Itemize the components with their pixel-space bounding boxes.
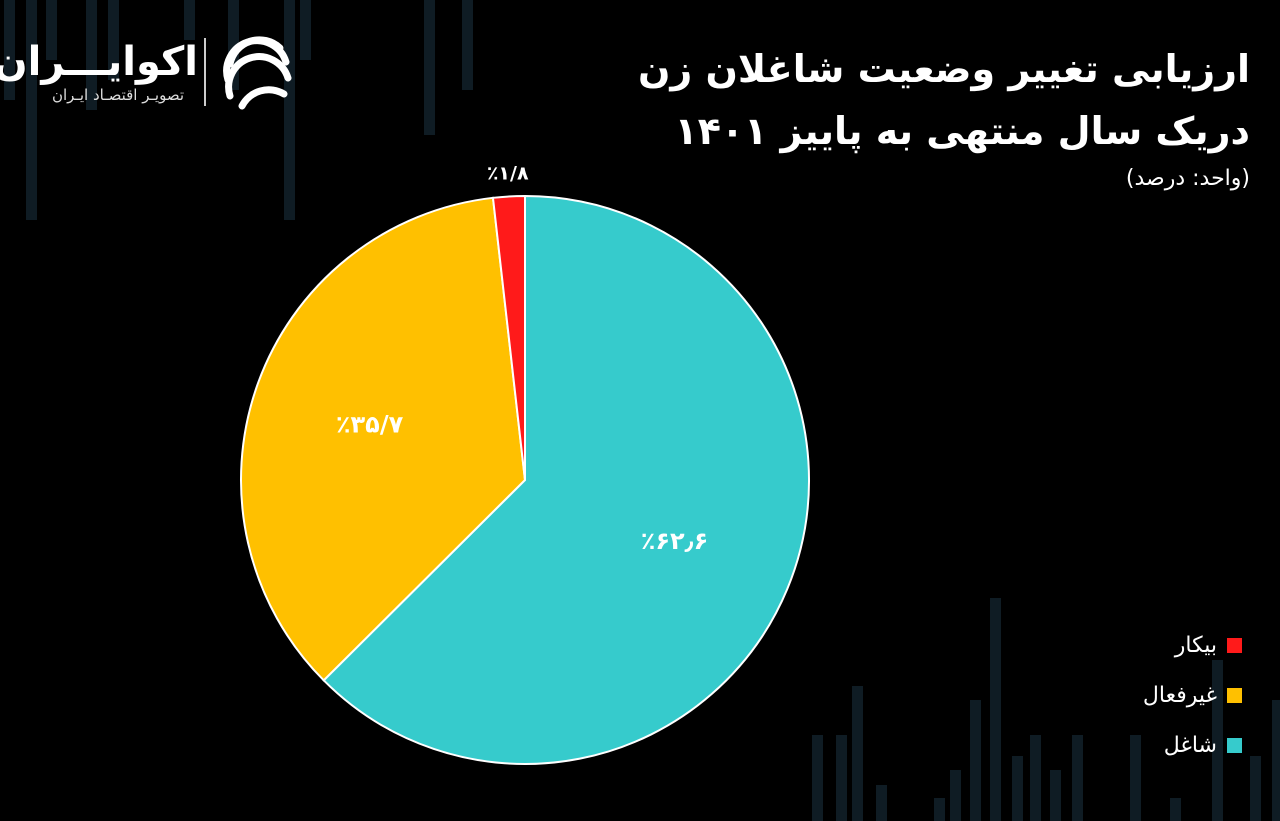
- chart-title: ارزیابی تغییر وضعیت شاغلان زن دریک سال م…: [490, 38, 1250, 162]
- pie-slice-1: [240, 196, 527, 682]
- background-bar-16: [950, 770, 961, 821]
- background-bar-10: [462, 0, 473, 90]
- background-bar-19: [1012, 756, 1023, 821]
- background-bar-7: [284, 0, 295, 220]
- background-bar-25: [1212, 660, 1223, 821]
- pie-slice-0: [322, 194, 811, 765]
- background-bar-26: [1250, 756, 1261, 821]
- legend-label-inactive: غیرفعال: [1142, 682, 1217, 708]
- background-bar-12: [836, 735, 847, 821]
- chart-title-line-1: ارزیابی تغییر وضعیت شاغلان زن: [637, 47, 1250, 91]
- unit-note: (واحد: درصد): [1125, 166, 1250, 191]
- background-bar-21: [1050, 770, 1061, 821]
- background-bar-13: [852, 686, 863, 821]
- legend-label-employed: شاغل: [1163, 732, 1217, 758]
- background-bar-6: [228, 0, 239, 90]
- background-bar-17: [970, 700, 981, 821]
- background-bar-20: [1030, 735, 1041, 821]
- background-bar-1: [26, 0, 37, 220]
- legend-item-inactive: غیرفعال: [1042, 670, 1242, 720]
- background-bar-22: [1072, 735, 1083, 821]
- pie-slice-2: [491, 194, 526, 481]
- legend-swatch-inactive: [1227, 687, 1242, 703]
- brand-logo: اکوایـــران تصویـر اقتصـاد ایـران: [0, 34, 306, 114]
- background-bar-27: [1272, 700, 1280, 821]
- background-bar-3: [86, 0, 97, 110]
- background-bar-15: [934, 798, 945, 821]
- pie-data-label-2: ٪۱/۸: [487, 162, 529, 184]
- legend-swatch-unemployed: [1227, 637, 1242, 653]
- background-bar-8: [300, 0, 311, 60]
- brand-name: اکوایـــران: [0, 39, 198, 85]
- stacked-arc-logo-icon: [223, 36, 292, 110]
- legend-label-unemployed: بیکار: [1174, 632, 1217, 658]
- background-bar-23: [1130, 735, 1141, 821]
- background-bar-2: [46, 0, 57, 60]
- background-bar-5: [184, 0, 195, 40]
- chart-legend: بیکار غیرفعال شاغل: [1042, 620, 1242, 770]
- pie-data-label-0: ٪۶۲٫۶: [641, 527, 709, 555]
- legend-swatch-employed: [1227, 737, 1242, 753]
- background-bar-24: [1170, 798, 1181, 821]
- background-bar-11: [812, 735, 823, 821]
- background-bar-14: [876, 785, 887, 821]
- legend-item-unemployed: بیکار: [1042, 620, 1242, 670]
- chart-title-line-2: دریک سال منتهی به پاییز ۱۴۰۱: [674, 109, 1250, 153]
- background-bar-9: [424, 0, 435, 135]
- background-bar-4: [108, 0, 119, 80]
- brand-tagline: تصویـر اقتصـاد ایـران: [51, 86, 185, 104]
- legend-item-employed: شاغل: [1042, 720, 1242, 770]
- logo-divider: [204, 38, 206, 106]
- pie-data-label-1: ٪۳۵/۷: [336, 410, 404, 438]
- background-bar-18: [990, 598, 1001, 821]
- background-bar-0: [4, 0, 15, 100]
